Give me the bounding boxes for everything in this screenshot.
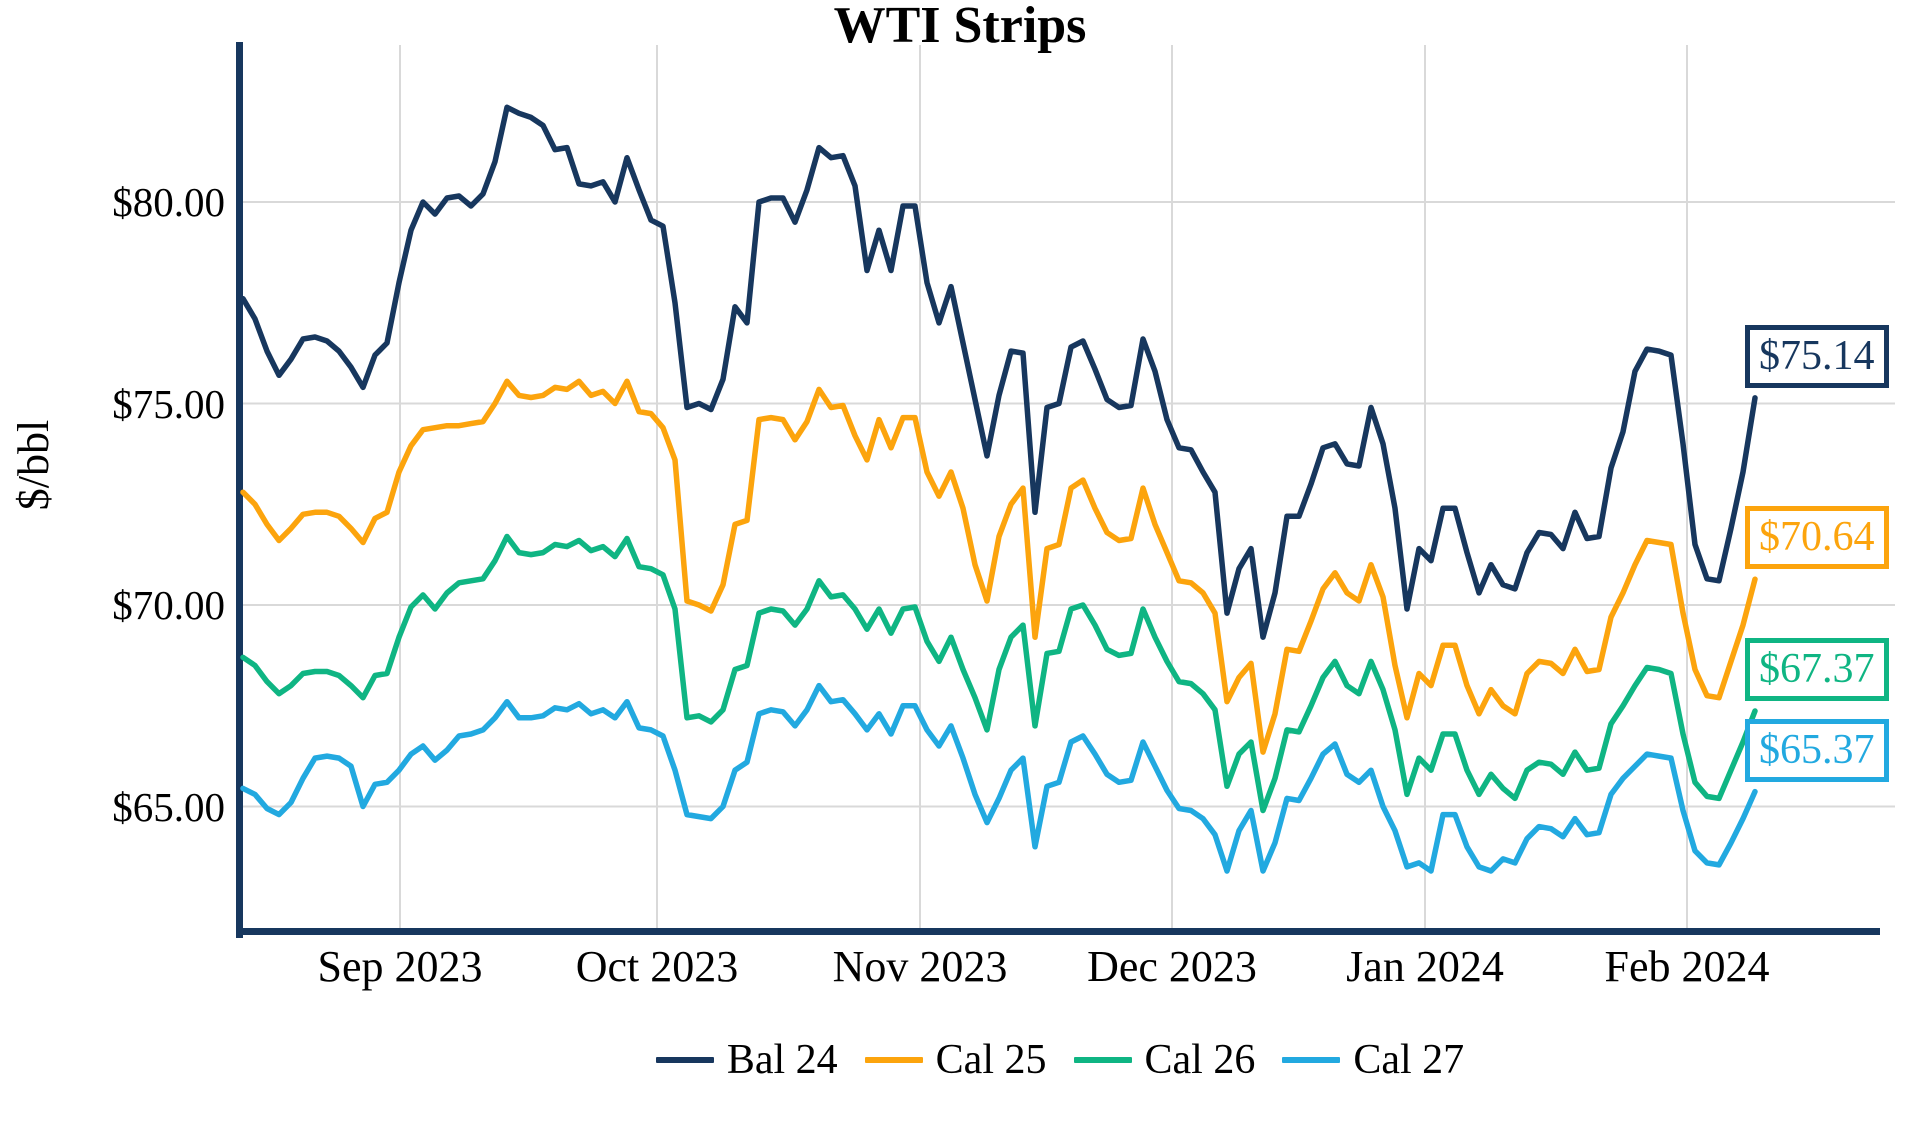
legend-label-bal-24: Bal 24 — [726, 1037, 838, 1083]
y-tick-80: $80.00 — [112, 179, 225, 225]
y-tick-65: $65.00 — [112, 783, 225, 830]
legend-label-cal-25: Cal 25 — [935, 1037, 1047, 1083]
end-label-cal-27: $65.37 — [1745, 718, 1889, 782]
legend-swatch-cal-25 — [864, 1057, 923, 1063]
legend-item-cal-26: Cal 26 — [1073, 1036, 1256, 1084]
legend: Bal 24 Cal 25 Cal 26 Cal 27 — [200, 1036, 1920, 1084]
legend-item-bal-24: Bal 24 — [655, 1036, 838, 1084]
legend-item-cal-25: Cal 25 — [864, 1036, 1047, 1084]
end-label-cal-25: $70.64 — [1745, 506, 1889, 570]
y-tick-70: $70.00 — [112, 582, 225, 628]
chart-title: WTI Strips — [833, 0, 1087, 54]
y-tick-75: $75.00 — [112, 380, 225, 427]
legend-swatch-bal-24 — [655, 1057, 714, 1063]
series-line-cal-25 — [240, 378, 1758, 755]
x-tick-sep-2023: Sep 2023 — [317, 942, 483, 991]
legend-item-cal-27: Cal 27 — [1282, 1036, 1464, 1084]
y-axis-line — [236, 42, 243, 938]
x-tick-jan-2024: Jan 2024 — [1346, 942, 1504, 991]
series-line-bal-24 — [240, 104, 1758, 640]
end-label-bal-24: $75.14 — [1745, 324, 1889, 388]
legend-swatch-cal-27 — [1282, 1057, 1341, 1063]
x-tick-oct-2023: Oct 2023 — [575, 942, 739, 991]
legend-swatch-cal-26 — [1073, 1057, 1132, 1063]
series-line-cal-26 — [240, 533, 1758, 814]
series-line-cal-27 — [240, 682, 1758, 874]
x-tick-feb-2024: Feb 2024 — [1604, 942, 1770, 991]
legend-label-cal-27: Cal 27 — [1353, 1037, 1465, 1083]
x-tick-nov-2023: Nov 2023 — [832, 942, 1008, 991]
x-axis-line — [236, 928, 1880, 935]
end-label-cal-26: $67.37 — [1745, 637, 1889, 701]
x-tick-dec-2023: Dec 2023 — [1087, 942, 1257, 991]
legend-label-cal-26: Cal 26 — [1144, 1037, 1256, 1083]
